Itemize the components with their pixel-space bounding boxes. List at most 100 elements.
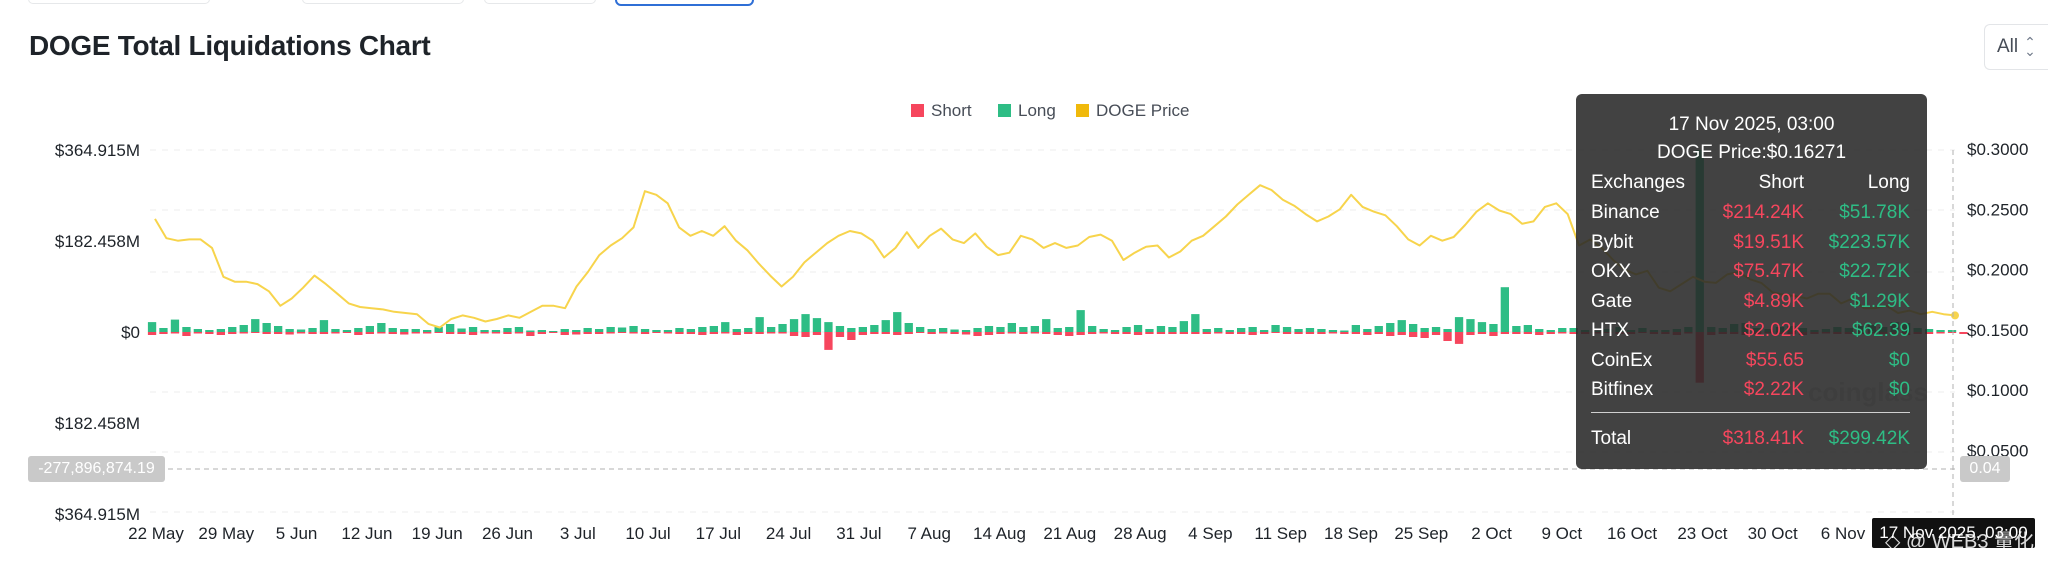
page-title: DOGE Total Liquidations Chart xyxy=(29,30,431,61)
short-bar xyxy=(377,332,386,334)
legend-label[interactable]: Long xyxy=(1018,101,1056,120)
short-bar xyxy=(1099,332,1108,334)
long-bar xyxy=(1936,330,1945,332)
long-bar xyxy=(583,328,592,332)
long-bar xyxy=(1431,327,1441,332)
long-bar xyxy=(1477,322,1487,332)
long-bar xyxy=(1088,326,1097,332)
short-bar xyxy=(984,332,994,335)
y-left-tick: $182.458M xyxy=(55,414,140,433)
short-bar xyxy=(996,332,1005,334)
short-bar xyxy=(629,332,638,334)
tooltip-header-long: Long xyxy=(1867,172,1910,193)
x-tick: 18 Sep xyxy=(1324,524,1378,543)
short-bar xyxy=(1959,332,1968,334)
long-bar xyxy=(744,328,753,332)
long-bar xyxy=(411,329,420,332)
y-left-tick: $0 xyxy=(121,323,140,342)
short-bar xyxy=(1489,332,1498,336)
short-bar xyxy=(870,332,879,334)
long-bar xyxy=(1271,325,1280,332)
short-bar xyxy=(308,332,317,334)
long-bar xyxy=(434,327,443,332)
tooltip-long-value: $1.29K xyxy=(1849,290,1910,312)
tooltip-row-binance: Binance $214.24K $51.78K xyxy=(1591,202,1910,226)
long-bar xyxy=(1133,325,1143,332)
long-bar xyxy=(1145,329,1154,332)
long-bar xyxy=(927,329,936,332)
long-bar xyxy=(147,322,157,332)
x-tick: 6 Nov xyxy=(1821,524,1866,543)
corner-watermark: ◇ @ WEB3 量化 xyxy=(1885,531,2035,553)
short-bar xyxy=(388,332,397,334)
long-bar xyxy=(1512,326,1521,332)
long-bar xyxy=(1294,329,1303,332)
long-bar xyxy=(1179,321,1188,332)
long-bar xyxy=(170,319,180,332)
long-bar xyxy=(973,328,982,332)
legend-swatch-0[interactable] xyxy=(911,104,924,117)
long-bar xyxy=(1351,325,1360,332)
long-bar xyxy=(755,317,764,332)
long-bar xyxy=(1305,328,1315,332)
long-bar xyxy=(1523,325,1532,332)
y-right-tick: $0.2000 xyxy=(1967,261,2028,280)
x-tick: 25 Sep xyxy=(1394,524,1448,543)
short-bar xyxy=(400,332,409,335)
legend-label[interactable]: DOGE Price xyxy=(1096,101,1190,120)
long-bar xyxy=(1202,329,1211,332)
y-axis-left: $364.915M $182.458M $0 $182.458M $364.915M xyxy=(55,141,140,524)
long-bar xyxy=(1225,330,1234,332)
range-select[interactable]: All ⌃ ⌄ xyxy=(1984,24,2048,70)
long-bar xyxy=(1328,330,1338,332)
long-bar xyxy=(228,327,237,332)
long-bar xyxy=(1076,310,1085,332)
chart-legend[interactable]: Short Long DOGE Price xyxy=(911,101,1190,120)
long-bar xyxy=(572,330,581,332)
short-bar xyxy=(1065,332,1074,336)
short-bar xyxy=(1282,332,1292,334)
legend-label[interactable]: Short xyxy=(931,101,972,120)
short-bar xyxy=(572,332,581,335)
short-bar xyxy=(446,332,455,334)
short-bar xyxy=(1569,332,1578,334)
short-bar xyxy=(1386,332,1395,336)
legend-swatch-2[interactable] xyxy=(1076,104,1089,117)
short-bar xyxy=(205,332,214,334)
long-bar xyxy=(778,324,787,332)
short-bar xyxy=(1007,332,1016,334)
x-tick: 7 Aug xyxy=(907,524,951,543)
short-bar xyxy=(216,332,225,335)
long-bar xyxy=(342,330,352,332)
x-tick: 4 Sep xyxy=(1188,524,1232,543)
short-bar xyxy=(319,332,329,334)
long-bar xyxy=(812,318,822,332)
long-bar xyxy=(606,327,615,332)
tooltip-long-value: $0 xyxy=(1888,379,1910,400)
short-bar xyxy=(1202,332,1211,334)
long-bar xyxy=(996,327,1005,332)
price-marker xyxy=(1951,311,1959,320)
x-tick: 19 Jun xyxy=(412,524,463,543)
x-tick: 9 Oct xyxy=(1541,524,1582,543)
x-tick: 16 Oct xyxy=(1607,524,1657,543)
short-bar xyxy=(1019,332,1028,334)
x-tick: 14 Aug xyxy=(973,524,1026,543)
short-bar xyxy=(560,332,569,335)
short-bar xyxy=(423,332,432,334)
x-tick: 2 Oct xyxy=(1471,524,1512,543)
short-bar xyxy=(170,332,180,334)
top-tab-4[interactable] xyxy=(615,0,754,6)
x-tick: 21 Aug xyxy=(1043,524,1096,543)
short-bar xyxy=(434,332,443,333)
short-bar xyxy=(721,332,730,334)
tooltip-exchange-value: Gate xyxy=(1591,290,1633,312)
short-bar xyxy=(675,332,684,334)
short-bar xyxy=(1409,332,1418,337)
short-bar xyxy=(1271,332,1280,333)
long-bar xyxy=(801,314,810,332)
long-bar xyxy=(1363,329,1372,332)
x-tick: 30 Oct xyxy=(1748,524,1798,543)
legend-swatch-1[interactable] xyxy=(998,104,1011,117)
short-bar xyxy=(1122,332,1131,334)
